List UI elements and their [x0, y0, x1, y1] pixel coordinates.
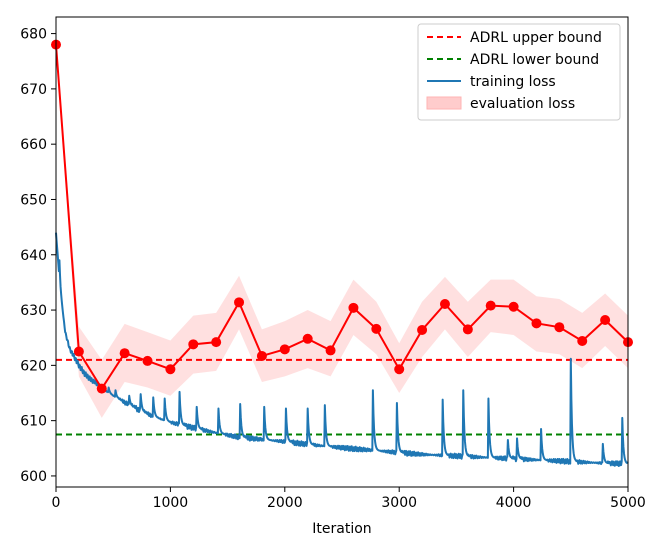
y-tick-label: 680	[20, 27, 47, 43]
y-tick-label: 670	[20, 82, 47, 98]
y-tick-label: 610	[20, 414, 47, 430]
x-tick-label: 5000	[610, 495, 646, 511]
x-axis-label: Iteration	[312, 521, 371, 537]
evaluation-point	[417, 324, 428, 335]
legend-label-upper-bound: ADRL upper bound	[470, 30, 602, 46]
evaluation-point	[188, 339, 199, 350]
evaluation-point	[439, 298, 450, 309]
evaluation-point	[554, 322, 565, 333]
y-tick-label: 660	[20, 137, 47, 153]
evaluation-point	[577, 336, 588, 347]
training-loss-line	[55, 232, 629, 468]
evaluation-point	[394, 364, 405, 375]
evaluation-point	[96, 383, 107, 394]
evaluation-point	[256, 350, 267, 361]
evaluation-point	[142, 355, 153, 366]
evaluation-point	[279, 344, 290, 355]
evaluation-point	[165, 364, 176, 375]
evaluation-band-layer	[56, 44, 628, 418]
y-tick-label: 600	[20, 469, 47, 485]
evaluation-point	[211, 337, 222, 348]
evaluation-point	[234, 297, 245, 308]
x-tick-label: 4000	[496, 495, 532, 511]
legend-box	[417, 23, 621, 121]
y-tick-label: 630	[20, 303, 47, 319]
x-tick-label: 2000	[267, 495, 303, 511]
legend-swatch-evaluation-loss	[426, 96, 462, 110]
y-tick-label: 650	[20, 192, 47, 208]
x-tick-label: 3000	[381, 495, 417, 511]
evaluation-point	[531, 318, 542, 329]
evaluation-point	[485, 300, 496, 311]
legend-label-training-loss: training loss	[470, 74, 556, 90]
evaluation-loss-band	[56, 44, 628, 418]
evaluation-point	[462, 324, 473, 335]
y-tick-label: 620	[20, 358, 47, 374]
evaluation-point	[302, 333, 313, 344]
y-axis-ticks: 600 610 620 630 640 650 660 670 680	[20, 27, 56, 485]
evaluation-point	[348, 302, 359, 313]
evaluation-point	[508, 301, 519, 312]
evaluation-point	[325, 345, 336, 356]
y-tick-label: 640	[20, 248, 47, 264]
evaluation-point	[600, 315, 611, 326]
evaluation-point	[119, 348, 130, 359]
x-tick-label: 1000	[153, 495, 189, 511]
legend-label-lower-bound: ADRL lower bound	[470, 52, 599, 68]
legend: ADRL upper bound ADRL lower bound traini…	[417, 23, 621, 121]
evaluation-point	[371, 323, 382, 334]
evaluation-loss-layer	[51, 39, 633, 394]
x-tick-label: 0	[52, 495, 61, 511]
x-axis-ticks: 0 1000 2000 3000 4000 5000	[52, 487, 646, 511]
training-loss-layer	[55, 232, 629, 468]
evaluation-point	[73, 346, 84, 357]
legend-label-evaluation-loss: evaluation loss	[470, 96, 575, 112]
plot-frame	[55, 16, 629, 488]
